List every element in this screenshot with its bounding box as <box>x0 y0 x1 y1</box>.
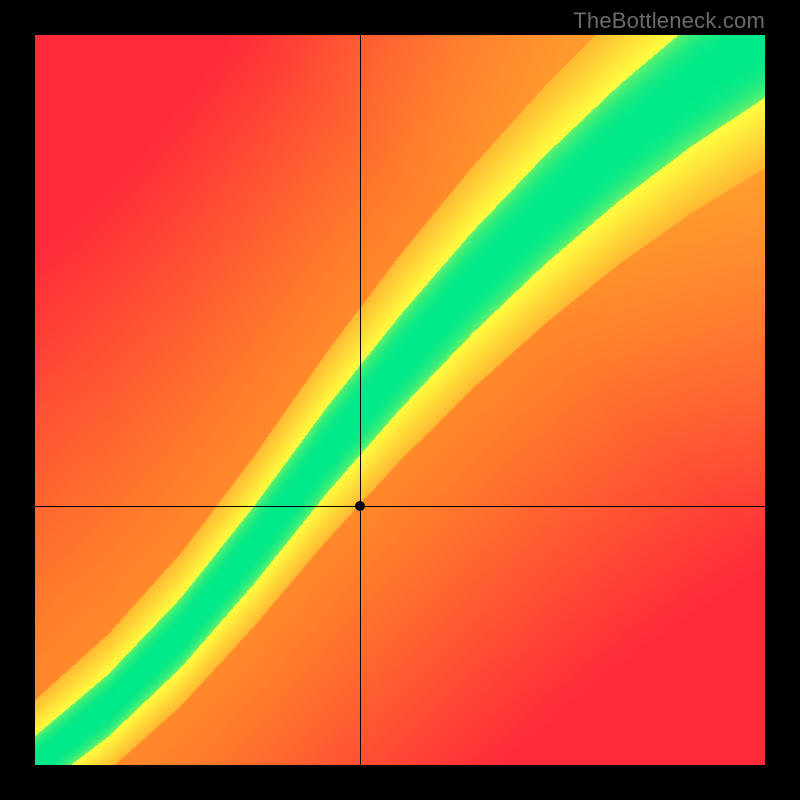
bottleneck-heatmap <box>35 35 765 765</box>
crosshair-marker <box>355 501 365 511</box>
crosshair-horizontal <box>35 506 765 507</box>
heatmap-canvas <box>35 35 765 765</box>
watermark-text: TheBottleneck.com <box>573 8 765 34</box>
crosshair-vertical <box>360 35 361 765</box>
